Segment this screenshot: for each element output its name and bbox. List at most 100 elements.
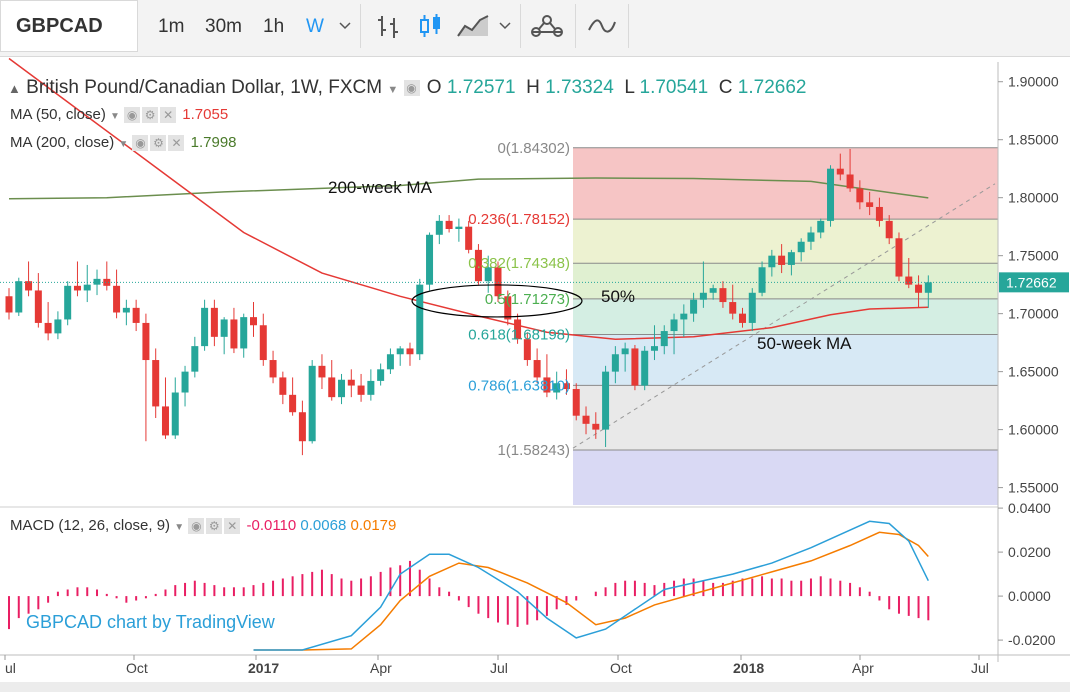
candle [621, 348, 629, 355]
chevron-down-icon[interactable] [498, 18, 512, 32]
macd-signal-line [253, 531, 929, 651]
interval-1m-button[interactable]: 1m [158, 16, 185, 37]
ma200-legend: MA (200, close) ▼ ◉ ⚙ ✕ 1.7998 [10, 134, 237, 152]
axes: 1.90000 1.85000 1.80000 1.75000 1.70000 1.650… [0, 62, 1070, 692]
price-tick-label: 1.85000 [1008, 132, 1059, 148]
bar-chart-icon[interactable] [374, 12, 402, 40]
candle [836, 168, 844, 175]
annotations: 200-week MA 50-week MA 50% [328, 178, 852, 353]
candle [465, 226, 473, 250]
close-icon[interactable]: ✕ [160, 107, 177, 124]
candle [582, 415, 590, 424]
candle [54, 319, 62, 334]
gear-icon[interactable]: ⚙ [206, 518, 223, 535]
candle [856, 188, 864, 203]
macd-tick-label: -0.0200 [1008, 632, 1056, 648]
candle [377, 369, 385, 381]
price-tick-label: 1.90000 [1008, 74, 1059, 90]
ma200-label: MA (200, close) [10, 134, 115, 151]
candle [690, 299, 698, 314]
candle [122, 307, 130, 313]
price-tick-label: 1.75000 [1008, 248, 1059, 264]
eye-icon[interactable]: ◉ [124, 107, 141, 124]
interval-1h-button[interactable]: 1h [263, 16, 285, 37]
eye-icon[interactable]: ◉ [188, 518, 205, 535]
interval-w-button[interactable]: W [306, 16, 324, 37]
price-axis-background [998, 62, 1070, 662]
candle [406, 348, 414, 355]
fib-zone-1 [573, 449, 998, 505]
fib-label-0.618: 0.618(1.68198) [468, 327, 570, 344]
ma50-value: 1.7055 [182, 106, 229, 123]
candle [523, 339, 531, 361]
trend-line[interactable] [572, 183, 996, 449]
candle [64, 285, 72, 320]
candle [357, 385, 365, 395]
chevron-down-icon[interactable]: ▼ [387, 84, 399, 96]
candle [553, 383, 561, 393]
candle [543, 377, 551, 393]
candle [435, 220, 443, 235]
fib-label-1: 1(1.58243) [497, 442, 570, 459]
candle [338, 379, 346, 398]
candle [484, 267, 492, 282]
gear-icon[interactable]: ⚙ [142, 107, 159, 124]
candle [181, 371, 189, 393]
fib-zone-0.5 [573, 298, 998, 335]
close-value: 1.72662 [737, 77, 807, 98]
candles [5, 148, 932, 456]
fibonacci-retracement[interactable] [573, 147, 998, 505]
macd-tick-label: 0.0200 [1008, 544, 1051, 560]
eye-icon[interactable]: ◉ [403, 79, 420, 96]
macd-hist-value: -0.0110 [246, 517, 297, 534]
candle [719, 288, 727, 303]
last-price-badge [999, 272, 1069, 293]
watermark: GBPCAD chart by TradingView [26, 612, 275, 632]
chevron-down-icon[interactable]: ▼ [118, 139, 129, 150]
candle [650, 346, 658, 351]
candle [132, 307, 140, 323]
candle [611, 354, 619, 372]
compare-icon[interactable] [587, 12, 617, 40]
chevron-up-icon[interactable]: ▲ [8, 81, 21, 96]
fib-label-0.236: 0.236(1.78152) [468, 211, 570, 228]
chevron-down-icon[interactable] [338, 18, 352, 32]
main-legend: ▲ British Pound/Canadian Dollar, 1W, FXC… [8, 77, 806, 99]
candle [44, 322, 52, 334]
fibonacci-labels: 0(1.84302) 0.236(1.78152) 0.382(1.74348) 0.… [468, 140, 570, 459]
candle [445, 220, 453, 229]
ma200-value: 1.7998 [190, 134, 237, 151]
candle [201, 307, 209, 347]
candle [250, 317, 257, 326]
candle [347, 379, 355, 386]
time-tick-label: Oct [610, 660, 632, 676]
indicators-icon[interactable] [530, 12, 564, 40]
candle [367, 380, 375, 395]
low-value: 1.70541 [639, 77, 709, 98]
candle [748, 292, 756, 323]
annotation-ellipse[interactable] [411, 284, 583, 318]
symbol-search-button[interactable]: GBPCAD [0, 0, 138, 52]
candle [416, 284, 424, 355]
gear-icon[interactable]: ⚙ [150, 135, 167, 152]
fib-label-0.786: 0.786(1.63810) [468, 377, 570, 394]
chevron-down-icon[interactable]: ▼ [110, 111, 120, 122]
candle [142, 322, 150, 361]
area-chart-icon[interactable] [456, 12, 490, 40]
eye-icon[interactable]: ◉ [132, 135, 149, 152]
bottom-strip [0, 682, 1070, 692]
price-tick-label: 1.65000 [1008, 364, 1059, 380]
high-value: 1.73324 [545, 77, 614, 98]
close-icon[interactable]: ✕ [168, 135, 185, 152]
candle [25, 281, 33, 291]
close-icon[interactable]: ✕ [224, 518, 241, 535]
candle-chart-icon[interactable] [417, 12, 445, 40]
macd-line-value: 0.0068 [300, 517, 347, 534]
interval-30m-button[interactable]: 30m [205, 16, 242, 37]
price-tick-label: 1.80000 [1008, 190, 1059, 206]
chevron-down-icon[interactable]: ▼ [174, 522, 185, 533]
open-label: O [426, 77, 442, 98]
candle [660, 331, 668, 347]
time-tick-label: ul [5, 660, 16, 676]
